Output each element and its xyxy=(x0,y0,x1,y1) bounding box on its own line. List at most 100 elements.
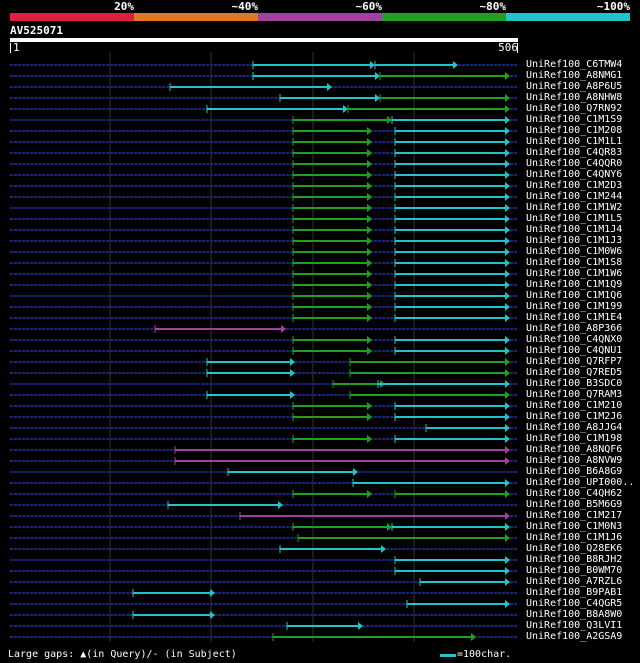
hsp-arrow xyxy=(505,215,510,223)
hit-label[interactable]: UniRef100_B3SDC0 xyxy=(526,378,623,389)
hsp-arrow xyxy=(367,270,372,278)
hsp-arrow xyxy=(505,259,510,267)
hit-label[interactable]: UniRef100_B8A8W0 xyxy=(526,609,623,620)
hsp-arrow xyxy=(505,600,510,608)
hsp-arrow xyxy=(343,105,348,113)
hit-label[interactable]: UniRef100_C1M198 xyxy=(526,433,623,444)
hit-label[interactable]: UniRef100_C1M1J4 xyxy=(526,224,623,235)
hit-label[interactable]: UniRef100_C4QH62 xyxy=(526,488,623,499)
hit-label[interactable]: UniRef100_C1M0W6 xyxy=(526,246,623,257)
hit-label[interactable]: UniRef100_C1M1L5 xyxy=(526,213,623,224)
hit-label[interactable]: UniRef100_C1M1L1 xyxy=(526,136,623,147)
hit-label[interactable]: UniRef100_C1M244 xyxy=(526,191,623,202)
hsp-arrow xyxy=(505,116,510,124)
hsp-arrow xyxy=(505,281,510,289)
hit-label[interactable]: UniRef100_A8P6U5 xyxy=(526,81,623,92)
hit-label[interactable]: UniRef100_C4QR83 xyxy=(526,147,623,158)
hsp-arrow xyxy=(367,248,372,256)
hit-label[interactable]: UniRef100_C1M1Q9 xyxy=(526,279,623,290)
hit-label[interactable]: UniRef100_Q3LVI1 xyxy=(526,620,623,631)
hit-label[interactable]: UniRef100_C1M0N3 xyxy=(526,521,623,532)
hit-label[interactable]: UniRef100_Q7RFP7 xyxy=(526,356,623,367)
hit-label[interactable]: UniRef100_C4QNU1 xyxy=(526,345,623,356)
hsp-arrow xyxy=(505,248,510,256)
hit-label[interactable]: UniRef100_UPI000.. xyxy=(526,477,635,488)
hsp-arrow xyxy=(505,171,510,179)
hsp-arrow xyxy=(367,413,372,421)
hsp-arrow xyxy=(367,160,372,168)
hit-label[interactable]: UniRef100_C1M210 xyxy=(526,400,623,411)
hsp-arrow xyxy=(367,182,372,190)
hit-label[interactable]: UniRef100_C1M199 xyxy=(526,301,623,312)
hit-label[interactable]: UniRef100_C4QQR0 xyxy=(526,158,623,169)
hsp-arrow xyxy=(367,237,372,245)
scale-label-80: ~80% xyxy=(479,0,507,13)
hsp-arrow xyxy=(367,149,372,157)
hit-label[interactable]: UniRef100_C1M2D3 xyxy=(526,180,623,191)
hit-label[interactable]: UniRef100_A2GSA9 xyxy=(526,631,623,642)
hsp-arrow xyxy=(367,303,372,311)
hit-label[interactable]: UniRef100_A8NMG1 xyxy=(526,70,623,81)
hit-label[interactable]: UniRef100_C1M1E4 xyxy=(526,312,623,323)
hit-label[interactable]: UniRef100_C1M1W6 xyxy=(526,268,623,279)
hit-label[interactable]: UniRef100_A8NHW8 xyxy=(526,92,623,103)
hit-label[interactable]: UniRef100_C1M1J3 xyxy=(526,235,623,246)
hsp-arrow xyxy=(367,402,372,410)
hsp-arrow xyxy=(505,72,510,80)
hit-label[interactable]: UniRef100_C1M1Q6 xyxy=(526,290,623,301)
hit-label[interactable]: UniRef100_C1M1W2 xyxy=(526,202,623,213)
hit-label[interactable]: UniRef100_Q28EK6 xyxy=(526,543,623,554)
hit-label[interactable]: UniRef100_C1M1S8 xyxy=(526,257,623,268)
hsp-arrow xyxy=(505,303,510,311)
hit-label[interactable]: UniRef100_B5M6G9 xyxy=(526,499,623,510)
hsp-arrow xyxy=(471,633,476,641)
hit-label[interactable]: UniRef100_Q7RN92 xyxy=(526,103,623,114)
hsp-arrow xyxy=(505,512,510,520)
hit-label[interactable]: UniRef100_C6TMW4 xyxy=(526,59,623,70)
hsp-arrow xyxy=(278,501,283,509)
hit-label[interactable]: UniRef100_A7RZL6 xyxy=(526,576,623,587)
hsp-arrow xyxy=(505,413,510,421)
hit-label[interactable]: UniRef100_Q7RAM3 xyxy=(526,389,623,400)
hit-label[interactable]: UniRef100_B6A8G9 xyxy=(526,466,623,477)
hit-label[interactable]: UniRef100_A8NQF6 xyxy=(526,444,623,455)
query-bar xyxy=(10,38,518,42)
query-start-tick xyxy=(10,43,11,53)
hsp-arrow xyxy=(505,380,510,388)
hsp-arrow xyxy=(290,391,295,399)
hsp-arrow xyxy=(387,523,392,531)
hit-label[interactable]: UniRef100_B0WM70 xyxy=(526,565,623,576)
hsp-arrow xyxy=(375,72,380,80)
hit-label[interactable]: UniRef100_C4QGR5 xyxy=(526,598,623,609)
hit-label[interactable]: UniRef100_A8NVW9 xyxy=(526,455,623,466)
hit-label[interactable]: UniRef100_A8JJG4 xyxy=(526,422,623,433)
hsp-arrow xyxy=(505,94,510,102)
scale-label-60: ~60% xyxy=(355,0,383,13)
hit-label[interactable]: UniRef100_C1M2J6 xyxy=(526,411,623,422)
hsp-arrow xyxy=(505,182,510,190)
hsp-arrow xyxy=(505,237,510,245)
hsp-arrow xyxy=(505,160,510,168)
hsp-arrow xyxy=(505,556,510,564)
hit-label[interactable]: UniRef100_C4QNY6 xyxy=(526,169,623,180)
hit-label[interactable]: UniRef100_B8RJH2 xyxy=(526,554,623,565)
hsp-arrow xyxy=(505,358,510,366)
hit-label[interactable]: UniRef100_B9PAB1 xyxy=(526,587,623,598)
scale-bar-red xyxy=(10,13,134,21)
scale-label-20: 20% xyxy=(114,0,134,13)
hsp-arrow xyxy=(505,567,510,575)
hit-label[interactable]: UniRef100_C1M208 xyxy=(526,125,623,136)
hsp-arrow xyxy=(367,490,372,498)
hit-label[interactable]: UniRef100_Q7RED5 xyxy=(526,367,623,378)
hsp-arrow xyxy=(505,446,510,454)
hit-label[interactable]: UniRef100_A8P366 xyxy=(526,323,623,334)
hsp-arrow xyxy=(505,424,510,432)
hsp-arrow xyxy=(505,138,510,146)
scale-bar-green xyxy=(382,13,506,21)
hit-label[interactable]: UniRef100_C1M1S9 xyxy=(526,114,623,125)
hit-label[interactable]: UniRef100_C1M1J6 xyxy=(526,532,623,543)
hit-label[interactable]: UniRef100_C1M217 xyxy=(526,510,623,521)
hsp-arrow xyxy=(367,259,372,267)
hit-label[interactable]: UniRef100_C4QNX0 xyxy=(526,334,623,345)
hsp-arrow xyxy=(367,226,372,234)
